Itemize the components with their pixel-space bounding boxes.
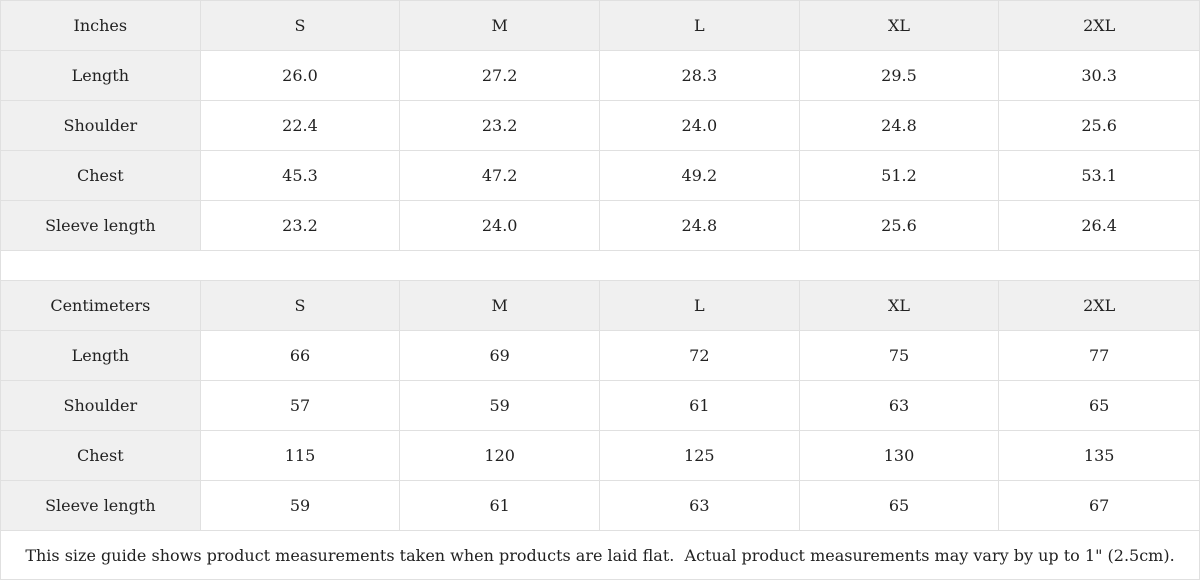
measurement-cell: 25.6 [799,201,1000,251]
measurement-cell: 49.2 [600,151,800,201]
unit-header-inches: Inches [1,1,201,51]
row-label: Chest [1,151,201,201]
measurement-cell: 47.2 [400,151,600,201]
size-header-s: S [200,281,401,331]
unit-header-centimeters: Centimeters [1,281,201,331]
measurement-cell: 59 [200,481,401,531]
measurement-cell: 24.0 [400,201,600,251]
measurement-cell: 125 [600,431,800,481]
row-label: Chest [1,431,201,481]
inches-table: Inches S M L XL 2XL Length 26.0 27.2 28.… [1,1,1199,251]
measurement-cell: 130 [799,431,1000,481]
table-spacer [1,251,1199,281]
measurement-cell: 53.1 [999,151,1199,201]
measurement-cell: 65 [999,381,1199,431]
size-header-s: S [200,1,401,51]
table-row: Length 66 69 72 75 77 [1,331,1199,381]
measurement-cell: 24.0 [600,101,800,151]
size-header-m: M [400,281,600,331]
measurement-cell: 135 [999,431,1199,481]
row-label: Shoulder [1,101,201,151]
measurement-cell: 67 [999,481,1199,531]
inches-header-row: Inches S M L XL 2XL [1,1,1199,51]
table-row: Length 26.0 27.2 28.3 29.5 30.3 [1,51,1199,101]
table-row: Chest 45.3 47.2 49.2 51.2 53.1 [1,151,1199,201]
table-row: Sleeve length 23.2 24.0 24.8 25.6 26.4 [1,201,1199,251]
table-row: Shoulder 57 59 61 63 65 [1,381,1199,431]
measurement-cell: 57 [200,381,401,431]
measurement-cell: 115 [200,431,401,481]
measurement-cell: 25.6 [999,101,1199,151]
centimeters-table: Centimeters S M L XL 2XL Length 66 69 72… [1,281,1199,531]
measurement-cell: 66 [200,331,401,381]
measurement-cell: 61 [400,481,600,531]
measurement-cell: 72 [600,331,800,381]
measurement-cell: 61 [600,381,800,431]
measurement-cell: 24.8 [799,101,1000,151]
measurement-cell: 65 [799,481,1000,531]
measurement-cell: 63 [799,381,1000,431]
measurement-cell: 23.2 [400,101,600,151]
measurement-cell: 23.2 [200,201,401,251]
measurement-cell: 59 [400,381,600,431]
size-header-2xl: 2XL [999,1,1199,51]
row-label: Shoulder [1,381,201,431]
table-row: Sleeve length 59 61 63 65 67 [1,481,1199,531]
size-header-xl: XL [799,281,1000,331]
size-header-l: L [600,1,800,51]
measurement-cell: 30.3 [999,51,1199,101]
measurement-cell: 27.2 [400,51,600,101]
row-label: Sleeve length [1,481,201,531]
row-label: Length [1,331,201,381]
size-header-l: L [600,281,800,331]
measurement-cell: 77 [999,331,1199,381]
measurement-cell: 75 [799,331,1000,381]
measurement-cell: 29.5 [799,51,1000,101]
measurement-cell: 24.8 [600,201,800,251]
measurement-cell: 26.4 [999,201,1199,251]
size-header-m: M [400,1,600,51]
footer-note: This size guide shows product measuremen… [1,531,1199,579]
table-row: Chest 115 120 125 130 135 [1,431,1199,481]
measurement-cell: 22.4 [200,101,401,151]
measurement-cell: 28.3 [600,51,800,101]
measurement-cell: 51.2 [799,151,1000,201]
measurement-cell: 26.0 [200,51,401,101]
measurement-cell: 120 [400,431,600,481]
row-label: Sleeve length [1,201,201,251]
size-header-2xl: 2XL [999,281,1199,331]
table-row: Shoulder 22.4 23.2 24.0 24.8 25.6 [1,101,1199,151]
measurement-cell: 69 [400,331,600,381]
measurement-cell: 45.3 [200,151,401,201]
size-header-xl: XL [799,1,1000,51]
centimeters-header-row: Centimeters S M L XL 2XL [1,281,1199,331]
row-label: Length [1,51,201,101]
measurement-cell: 63 [600,481,800,531]
